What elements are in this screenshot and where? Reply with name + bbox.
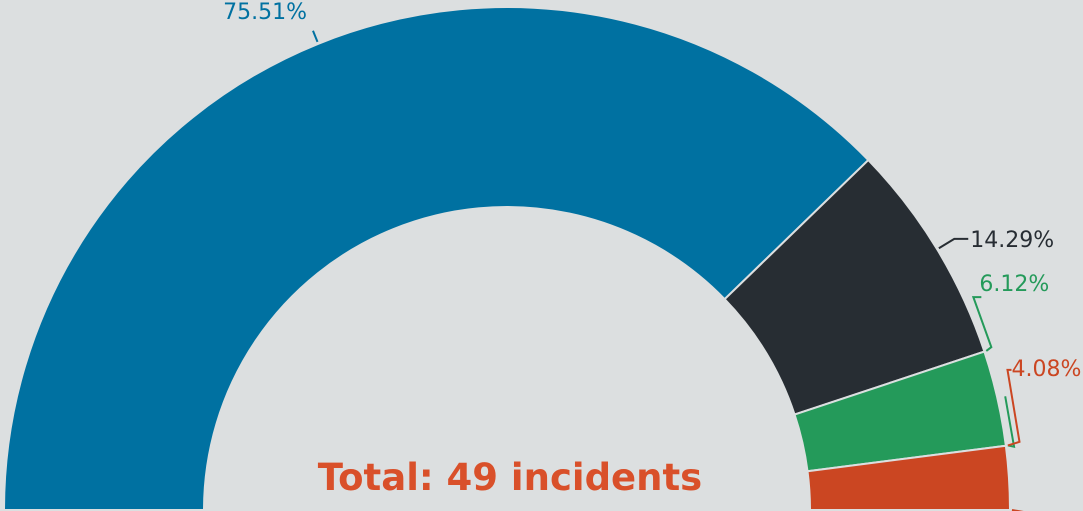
leader-line-4 xyxy=(1006,368,1021,447)
leader-line-3 xyxy=(971,296,993,352)
leader-line-2 xyxy=(938,237,969,250)
data-label-2: 14.29% xyxy=(970,228,1054,253)
leader-line-4 xyxy=(1011,509,1024,511)
total-label: Total: 49 incidents xyxy=(317,456,703,499)
slice-4 xyxy=(806,444,1012,511)
slice-1 xyxy=(2,6,870,511)
data-label-4: 4.08% xyxy=(1011,357,1081,382)
leader-line-1 xyxy=(312,30,319,43)
leader-line-3 xyxy=(1004,396,1016,448)
data-label-3: 6.12% xyxy=(979,272,1049,297)
data-label-1: 75.51% xyxy=(223,0,307,25)
